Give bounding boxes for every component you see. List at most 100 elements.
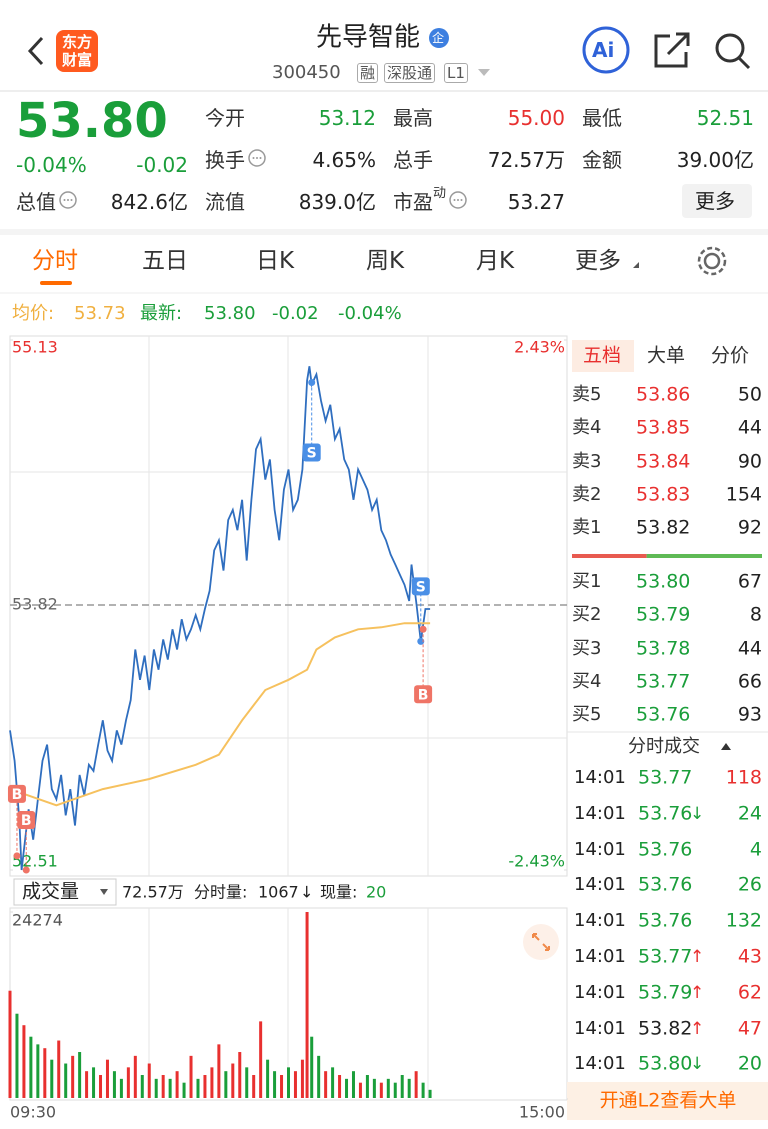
field-value: 839.0亿 [298, 190, 376, 214]
last-label: 最新: [140, 303, 183, 325]
expand-icon-bg[interactable] [523, 924, 559, 960]
trade-price: 53.77 [638, 945, 693, 968]
book-tab[interactable]: 五档 [582, 344, 622, 367]
volume-bar [133, 1055, 137, 1098]
book-price: 53.83 [636, 483, 691, 506]
current-volume-label: 现量: [320, 882, 358, 902]
book-volume: 93 [737, 703, 762, 726]
annotation-box [411, 577, 430, 596]
book-price: 53.77 [636, 670, 691, 693]
volume-bar [331, 1067, 335, 1098]
volume-bar [57, 1040, 61, 1098]
field-label: 最高 [393, 106, 433, 130]
volume-bar [386, 1078, 390, 1098]
book-label: 买4 [572, 671, 602, 693]
volume-bar [287, 1067, 290, 1098]
label-text: 总手 [393, 148, 433, 172]
field-label: 金额 [582, 148, 622, 172]
volume-bar [8, 990, 12, 1098]
book-price: 53.80 [636, 570, 691, 593]
l2-banner[interactable]: 开通L2查看大单 [599, 1089, 737, 1112]
field-value: 4.65% [312, 148, 376, 172]
annotation-label: S [307, 445, 317, 461]
book-volume: 67 [737, 570, 762, 593]
volume-bar [365, 1075, 369, 1098]
avg-label: 均价: [12, 303, 55, 325]
field-label: 总手 [393, 148, 433, 172]
expand-icon [532, 933, 550, 951]
book-volume: 8 [749, 603, 762, 626]
search-icon[interactable] [715, 33, 745, 63]
label-text: 今开 [205, 106, 245, 130]
volume-bar [147, 1063, 151, 1098]
tab[interactable]: 月K [475, 248, 515, 275]
tab[interactable]: 日K [255, 248, 295, 275]
tab-underline [40, 281, 72, 285]
book-label: 买1 [572, 571, 602, 593]
more-button[interactable]: 更多 [695, 189, 735, 213]
book-tab[interactable]: 大单 [646, 344, 686, 367]
volume-bar [50, 1059, 54, 1098]
settings-icon[interactable] [703, 252, 721, 270]
more-button-bg[interactable] [682, 184, 752, 218]
volume-selector[interactable]: 成交量 [22, 880, 80, 903]
book-label: 买3 [572, 637, 602, 659]
trade-time: 14:01 [574, 767, 626, 789]
book-volume: 66 [737, 670, 762, 693]
field-label: 今开 [205, 106, 245, 130]
logo-text: 东方 [62, 33, 93, 51]
field-value: 39.00亿 [676, 148, 754, 172]
book-price: 53.84 [636, 450, 691, 473]
trade-time: 14:01 [574, 803, 626, 824]
book-price: 53.78 [636, 637, 691, 660]
trade-time: 14:01 [574, 910, 626, 932]
tab[interactable]: 分时 [32, 248, 78, 275]
l2-banner-bg[interactable] [567, 1082, 768, 1120]
volume-bar [92, 1067, 96, 1098]
volume-bar [112, 1071, 116, 1098]
label-sup: 动 [433, 186, 447, 201]
ai-icon[interactable] [582, 26, 630, 74]
tab[interactable]: 五日 [142, 248, 188, 275]
volume-selector-box[interactable] [13, 878, 117, 906]
trade-arrow: ↓ [690, 803, 705, 824]
annotation-box [17, 811, 36, 829]
trade-volume: 4 [749, 838, 762, 861]
minute-volume-arrow: ↓ [300, 882, 314, 902]
volume-bar [224, 1071, 228, 1098]
info-icon[interactable] [448, 190, 468, 210]
annotation-dot [419, 625, 427, 633]
volume-bar [29, 1036, 33, 1098]
back-icon[interactable] [27, 36, 44, 66]
volume-bar [78, 1052, 82, 1098]
volume-bar [36, 1044, 40, 1098]
selector-arrow [100, 889, 108, 895]
logo-bg [56, 30, 98, 72]
tab[interactable]: 更多 [575, 248, 621, 275]
share-icon[interactable] [654, 32, 690, 68]
book-volume: 154 [725, 483, 762, 506]
book-volume: 44 [737, 416, 762, 439]
annotation-dot [22, 866, 30, 874]
search-icon-handle [737, 56, 751, 70]
book-tab[interactable]: 分价 [710, 344, 750, 367]
tab[interactable]: 周K [365, 248, 405, 275]
volume-bar [428, 1089, 432, 1098]
book-volume: 50 [737, 383, 762, 406]
trade-arrow: ↑ [690, 1018, 705, 1039]
annotation-box [7, 784, 26, 803]
label-text: 流值 [205, 190, 245, 214]
info-icon[interactable] [58, 190, 78, 210]
volume-bar [338, 1075, 342, 1098]
volume-bar [407, 1078, 411, 1098]
volume-bar [238, 1052, 242, 1098]
ai-label[interactable]: Ai [592, 38, 615, 62]
trade-price: 53.76 [638, 909, 693, 932]
field-value: 53.27 [507, 190, 565, 214]
settings-icon-ring [697, 246, 727, 276]
volume-bar [126, 1067, 130, 1098]
info-icon[interactable] [247, 148, 267, 168]
dropdown-icon[interactable] [478, 69, 490, 76]
